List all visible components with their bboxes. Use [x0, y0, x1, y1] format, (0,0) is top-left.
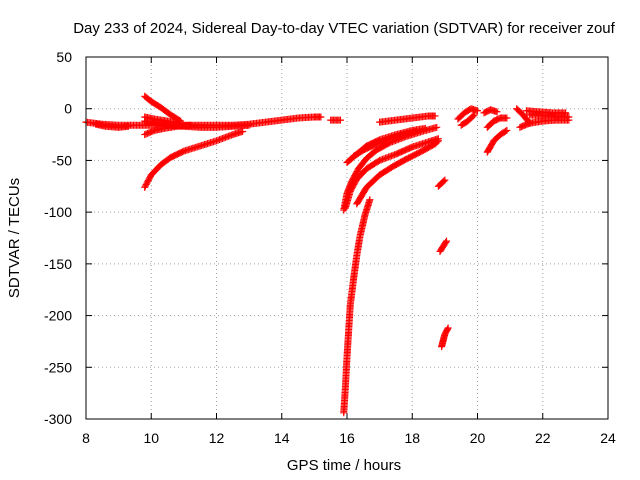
- data-point: [317, 113, 325, 121]
- y-tick-label: -300: [44, 411, 72, 427]
- y-tick-label: -100: [44, 204, 72, 220]
- y-axis-label: SDTVAR / TECUs: [6, 178, 23, 298]
- data-point: [470, 111, 478, 119]
- x-tick-label: 18: [404, 430, 420, 446]
- data-point: [239, 127, 247, 135]
- series-arc-20: [457, 111, 478, 129]
- data-point: [336, 116, 344, 124]
- y-tick-label: -200: [44, 308, 72, 324]
- x-tick-label: 20: [470, 430, 486, 446]
- series-arc-18: [438, 324, 452, 351]
- data-point: [412, 127, 420, 135]
- series-arc-22: [483, 114, 511, 131]
- x-tick-label: 22: [535, 430, 551, 446]
- chart-title: Day 233 of 2024, Sidereal Day-to-day VTE…: [73, 20, 615, 37]
- data-points: [82, 92, 573, 417]
- series-arc-8: [327, 116, 344, 124]
- axis-ticks: 8 10 12 14 16 18 20 22 24 50 0 -50 -100 -150 -200 -250 -…: [44, 49, 616, 446]
- data-point: [366, 196, 374, 204]
- x-tick-label: 24: [600, 430, 616, 446]
- series-arc-15: [376, 112, 439, 126]
- series-arc-6: [141, 92, 185, 125]
- x-tick-label: 14: [274, 430, 290, 446]
- data-point: [431, 112, 439, 120]
- series-arc-21: [483, 126, 511, 156]
- series-arc-2: [92, 120, 132, 131]
- x-tick-label: 16: [339, 430, 355, 446]
- data-point: [503, 126, 511, 134]
- series-arc-16: [434, 176, 449, 190]
- x-axis-label: GPS time / hours: [287, 457, 401, 474]
- x-tick-label: 8: [82, 430, 90, 446]
- y-tick-label: -50: [52, 152, 72, 168]
- y-tick-label: -150: [44, 256, 72, 272]
- data-point: [441, 176, 449, 184]
- data-point: [444, 324, 452, 332]
- data-point: [443, 237, 451, 245]
- series-arc-23: [480, 106, 501, 117]
- x-tick-label: 10: [143, 430, 159, 446]
- series-arc-7: [141, 113, 185, 127]
- data-point: [562, 109, 570, 117]
- y-tick-label: -250: [44, 359, 72, 375]
- data-point: [421, 124, 429, 132]
- data-point: [565, 116, 573, 124]
- series-arc-9: [340, 196, 374, 417]
- y-tick-label: 0: [64, 101, 72, 117]
- x-tick-label: 12: [209, 430, 225, 446]
- plot-frame: [85, 56, 609, 420]
- series-arc-4: [141, 127, 247, 191]
- data-point: [124, 122, 132, 130]
- y-tick-label: 50: [56, 49, 72, 65]
- data-point: [474, 107, 481, 115]
- data-point: [433, 138, 441, 146]
- data-point: [469, 112, 477, 120]
- series-arc-13: [350, 127, 420, 160]
- data-point: [502, 127, 510, 135]
- series-arc-17: [436, 237, 451, 255]
- data-point: [443, 325, 451, 333]
- data-point: [442, 238, 450, 246]
- series-arc-11: [341, 135, 442, 212]
- series-arc-14: [353, 137, 442, 208]
- data-point: [177, 119, 185, 127]
- data-point: [434, 137, 442, 145]
- data-point: [503, 114, 511, 122]
- data-point: [433, 123, 441, 131]
- data-point: [440, 177, 448, 185]
- data-point: [493, 108, 501, 116]
- data-point: [245, 121, 253, 129]
- data-point: [186, 121, 194, 129]
- series-arc-26: [516, 116, 573, 131]
- series-arc-27: [522, 107, 570, 117]
- series-arc-19: [454, 105, 481, 123]
